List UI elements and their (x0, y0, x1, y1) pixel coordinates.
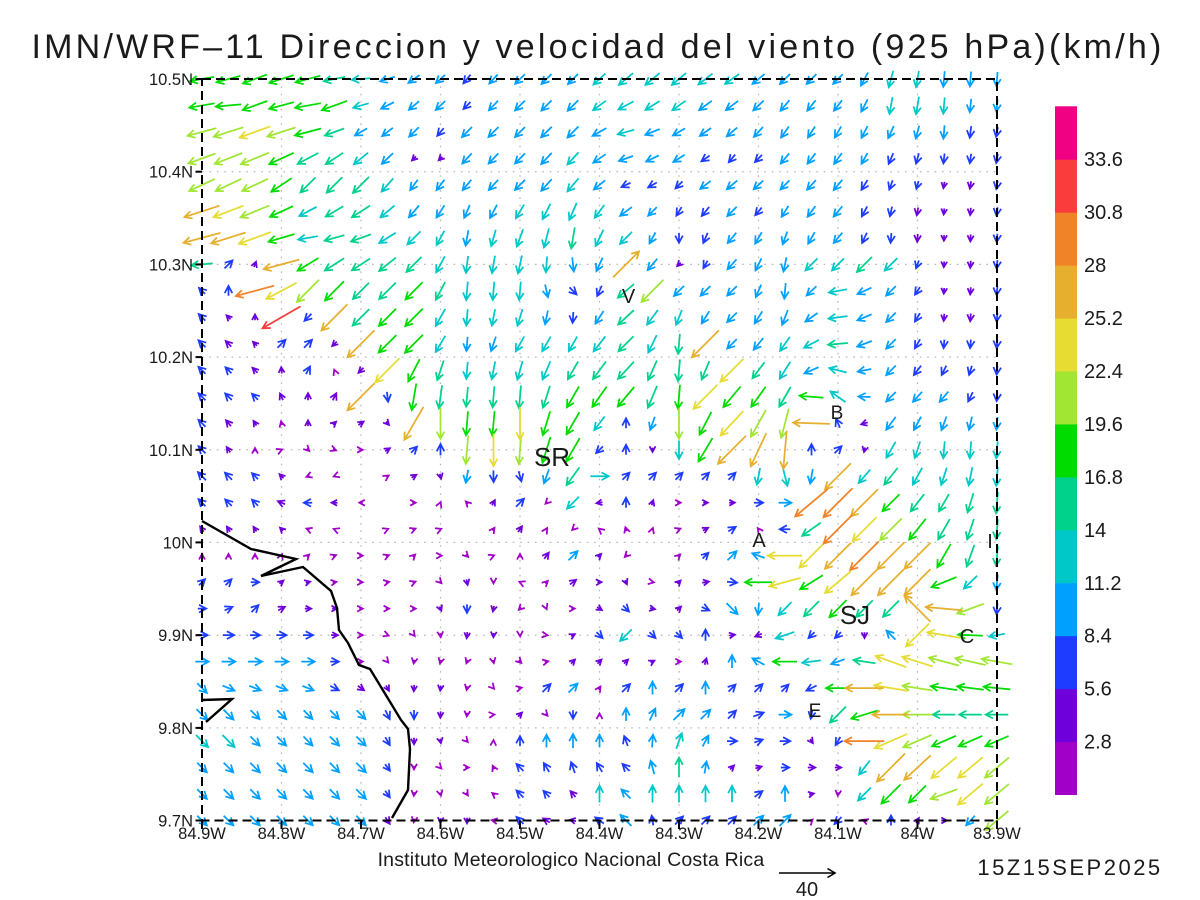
svg-text:C: C (960, 626, 974, 648)
svg-text:84.6W: 84.6W (417, 825, 465, 843)
svg-text:B: B (831, 403, 844, 424)
svg-text:84.5W: 84.5W (496, 825, 544, 843)
svg-text:IMN/WRF–11 Direccion y velocid: IMN/WRF–11 Direccion y velocidad del vie… (32, 28, 1165, 66)
svg-text:V: V (622, 286, 636, 308)
svg-text:22.4: 22.4 (1084, 361, 1123, 383)
svg-text:30.8: 30.8 (1084, 202, 1123, 224)
svg-text:84W: 84W (901, 825, 935, 843)
svg-text:84.2W: 84.2W (735, 825, 783, 843)
svg-text:14: 14 (1084, 520, 1106, 542)
svg-text:9.8N: 9.8N (158, 720, 193, 738)
svg-text:10.2N: 10.2N (149, 349, 193, 367)
svg-text:10N: 10N (163, 534, 193, 552)
svg-text:10.3N: 10.3N (149, 256, 193, 274)
svg-text:10.5N: 10.5N (149, 71, 193, 89)
svg-text:10.4N: 10.4N (149, 164, 193, 182)
svg-text:25.2: 25.2 (1084, 308, 1123, 330)
svg-text:84.9W: 84.9W (178, 825, 226, 843)
svg-text:84.1W: 84.1W (814, 825, 862, 843)
svg-text:I: I (987, 531, 993, 553)
svg-text:A: A (752, 530, 766, 552)
svg-text:8.4: 8.4 (1084, 626, 1112, 648)
svg-text:33.6: 33.6 (1084, 149, 1123, 171)
svg-text:84.8W: 84.8W (258, 825, 306, 843)
svg-text:11.2: 11.2 (1084, 573, 1121, 595)
svg-text:84.3W: 84.3W (655, 825, 703, 843)
svg-text:40: 40 (796, 879, 818, 900)
svg-text:84.4W: 84.4W (576, 825, 624, 843)
svg-text:SJ: SJ (840, 600, 870, 630)
svg-text:SR: SR (534, 442, 570, 472)
svg-text:9.7N: 9.7N (158, 813, 193, 831)
svg-text:28: 28 (1084, 255, 1106, 277)
svg-text:5.6: 5.6 (1084, 679, 1112, 701)
svg-text:16.8: 16.8 (1084, 467, 1123, 489)
svg-text:15Z15SEP2025: 15Z15SEP2025 (977, 855, 1162, 880)
svg-text:83.9W: 83.9W (973, 825, 1021, 843)
svg-text:Instituto Meteorologico Nacion: Instituto Meteorologico Nacional Costa R… (378, 849, 765, 871)
svg-text:E: E (809, 701, 822, 722)
svg-text:9.9N: 9.9N (158, 627, 193, 645)
svg-text:19.6: 19.6 (1084, 414, 1123, 436)
svg-text:2.8: 2.8 (1084, 732, 1112, 754)
svg-text:10.1N: 10.1N (149, 442, 193, 460)
svg-text:84.7W: 84.7W (337, 825, 385, 843)
